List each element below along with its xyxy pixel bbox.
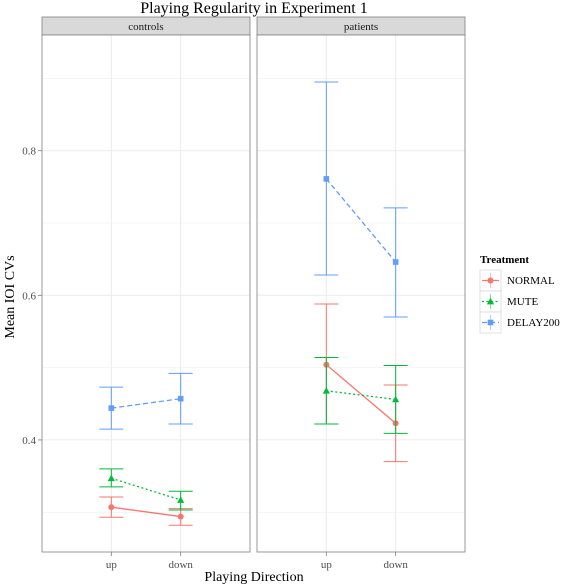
- data-point: [108, 405, 115, 411]
- series-normal: [99, 496, 193, 526]
- legend: Treatment NORMAL MUTE DELAY200: [479, 254, 560, 334]
- data-point: [392, 259, 399, 265]
- legend-key-marker: [487, 319, 494, 326]
- y-axis-title: Mean IOI CVs: [3, 255, 18, 338]
- x-tick-label: down: [168, 559, 193, 571]
- y-tick-label: 0.6: [22, 290, 36, 302]
- legend-key-marker: [487, 277, 494, 284]
- panel-border: [41, 34, 251, 553]
- data-point: [392, 395, 400, 403]
- series-mute: [99, 468, 193, 511]
- legend-label: MUTE: [507, 296, 538, 308]
- legend-label: NORMAL: [507, 275, 555, 287]
- legend-item-delay200: DELAY200: [479, 311, 560, 334]
- series-line: [111, 477, 181, 501]
- series-line: [111, 506, 181, 518]
- data-point: [107, 474, 115, 482]
- x-tick-label: up: [321, 559, 333, 571]
- panel-border: [256, 34, 466, 553]
- panel-background: [42, 35, 250, 552]
- series-line: [325, 364, 397, 424]
- legend-item-normal: NORMAL: [479, 269, 555, 292]
- panel-controls: controls up down: [41, 16, 251, 571]
- data-point: [108, 504, 115, 511]
- data-point: [323, 176, 330, 182]
- series-line: [325, 178, 397, 263]
- legend-key-marker: [486, 297, 495, 305]
- legend-title: Treatment: [480, 254, 529, 266]
- series-mute: [314, 356, 408, 434]
- y-tick-label: 0.8: [22, 146, 36, 158]
- facet-label: controls: [128, 21, 163, 33]
- y-tick-label: 0.4: [22, 435, 36, 447]
- series-delay200: [99, 372, 193, 430]
- x-axis-title: Playing Direction: [204, 570, 303, 585]
- series-line: [111, 398, 181, 409]
- panel-background: [257, 35, 465, 552]
- data-point: [177, 496, 185, 503]
- legend-label: DELAY200: [507, 317, 560, 329]
- data-point: [322, 387, 330, 394]
- data-point: [177, 513, 184, 520]
- x-tick-label: down: [383, 559, 408, 571]
- facet-label: patients: [344, 21, 378, 33]
- facet-panels: 0.4 0.6 0.8 controls up down patients up down: [22, 16, 466, 571]
- x-tick-label: up: [106, 559, 118, 571]
- legend-item-mute: MUTE: [479, 290, 538, 313]
- series-delay200: [314, 81, 408, 318]
- chart-title: Playing Regularity in Experiment 1: [140, 0, 368, 17]
- panel-patients: patients up down: [256, 16, 466, 571]
- data-point: [177, 395, 184, 402]
